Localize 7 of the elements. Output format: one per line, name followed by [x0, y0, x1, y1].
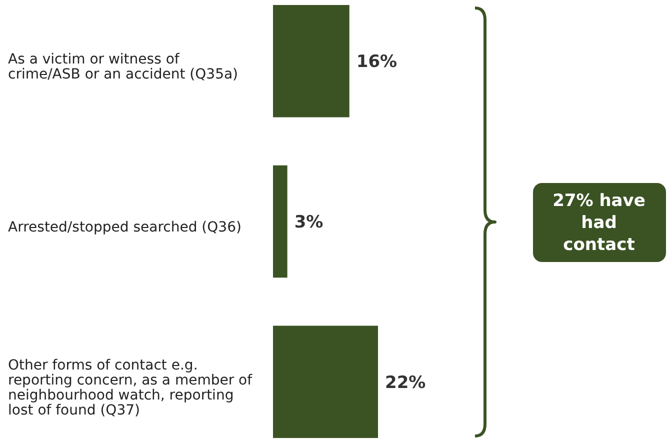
data-label: 3%	[294, 212, 324, 232]
y-tick-label: Other forms of contact e.g. reporting concern, as a member of neighbourhood watch, reporting lost of found (Q37)	[8, 357, 254, 418]
y-tick-label: As a victim or witness of crime/ASB or an accident (Q35a)	[8, 52, 238, 83]
data-label: 22%	[385, 372, 426, 393]
data-label: 16%	[356, 52, 398, 72]
text: 27% have had contact	[552, 191, 646, 255]
y-tick-label: Arrested/stopped searched (Q36)	[8, 220, 242, 236]
